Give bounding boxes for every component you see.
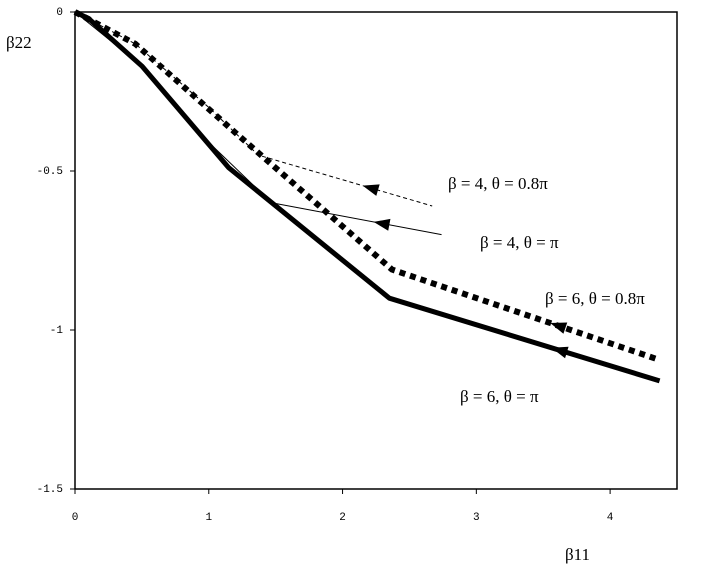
y-tick-label: 0 <box>56 7 63 19</box>
x-tick-label: 2 <box>339 512 346 524</box>
y-tick-label: -1 <box>50 325 64 337</box>
direction-arrow <box>373 218 391 231</box>
y-axis-label: β22 <box>6 33 32 52</box>
direction-arrow <box>550 322 568 334</box>
line-series <box>73 9 657 362</box>
series-label: β = 6, θ = π <box>460 387 539 406</box>
series-label: β = 4, θ = π <box>480 233 559 252</box>
direction-arrow <box>362 184 380 196</box>
plot-frame <box>74 11 678 490</box>
series-label: β = 6, θ = 0.8π <box>545 289 645 308</box>
line-series <box>74 11 442 236</box>
x-tick-label: 4 <box>607 512 614 524</box>
line-series <box>73 9 661 384</box>
x-axis-label: β11 <box>565 545 590 564</box>
x-tick-label: 1 <box>205 512 212 524</box>
direction-arrow <box>551 346 569 359</box>
x-tick-label: 3 <box>473 512 480 524</box>
series-label: β = 4, θ = 0.8π <box>448 174 548 193</box>
x-tick-label: 0 <box>72 512 79 524</box>
y-tick-label: -0.5 <box>37 166 63 178</box>
y-tick-label: -1.5 <box>37 484 63 496</box>
